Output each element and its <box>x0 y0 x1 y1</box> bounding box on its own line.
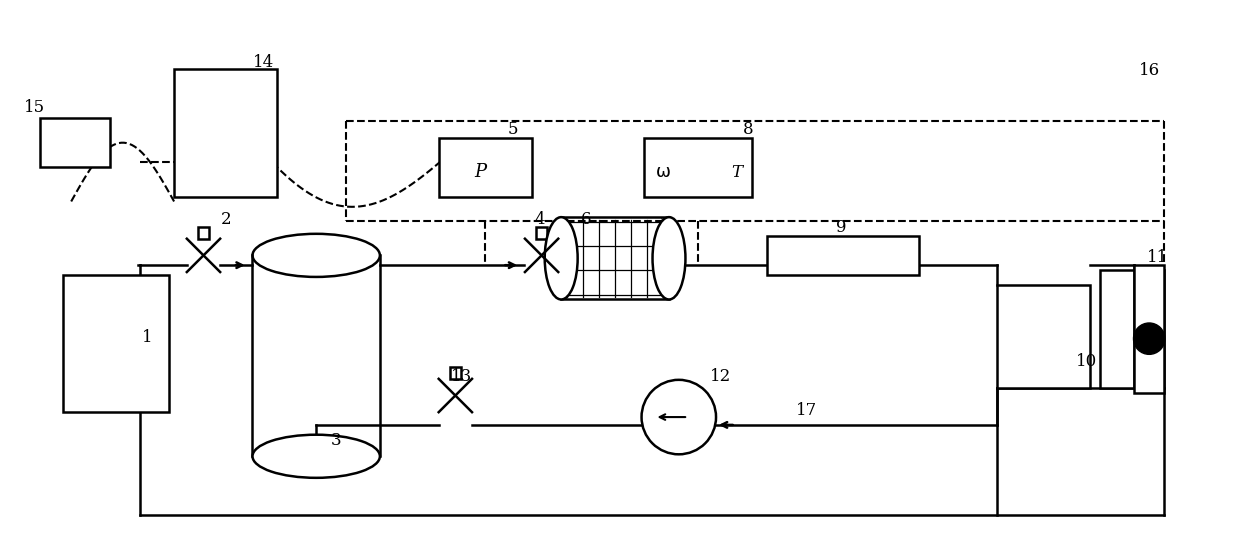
Text: 1: 1 <box>141 329 152 346</box>
Text: 6: 6 <box>581 211 591 228</box>
Text: 5: 5 <box>507 121 518 138</box>
Text: P: P <box>473 163 486 181</box>
Bar <box>439 138 532 196</box>
Ellipse shape <box>253 435 380 478</box>
Bar <box>63 275 170 412</box>
Text: ω: ω <box>657 163 672 181</box>
Text: 8: 8 <box>742 121 753 138</box>
Bar <box>644 138 752 196</box>
Text: 13: 13 <box>451 368 472 385</box>
Text: 14: 14 <box>253 55 274 72</box>
Text: 7: 7 <box>659 216 670 233</box>
Bar <box>1135 265 1163 393</box>
Text: 3: 3 <box>331 432 342 449</box>
Circle shape <box>1134 323 1165 354</box>
Bar <box>198 227 209 238</box>
Text: 10: 10 <box>1075 353 1097 370</box>
Bar <box>175 69 278 196</box>
Text: 11: 11 <box>1147 248 1168 265</box>
Ellipse shape <box>253 234 380 277</box>
Text: 2: 2 <box>221 211 232 228</box>
Text: 16: 16 <box>1140 62 1161 79</box>
Bar <box>450 367 461 379</box>
Text: T: T <box>731 164 742 181</box>
Text: 9: 9 <box>835 219 846 236</box>
Circle shape <box>642 380 716 455</box>
Ellipse shape <box>653 217 685 299</box>
Bar <box>997 285 1090 388</box>
Bar <box>1100 270 1135 388</box>
Text: 15: 15 <box>24 98 46 115</box>
Text: 4: 4 <box>535 211 545 228</box>
Ellipse shape <box>545 217 577 299</box>
Text: 17: 17 <box>797 403 818 420</box>
Text: 12: 12 <box>710 368 731 385</box>
Bar <box>40 118 110 167</box>
Bar <box>535 227 548 238</box>
Bar <box>767 236 919 275</box>
